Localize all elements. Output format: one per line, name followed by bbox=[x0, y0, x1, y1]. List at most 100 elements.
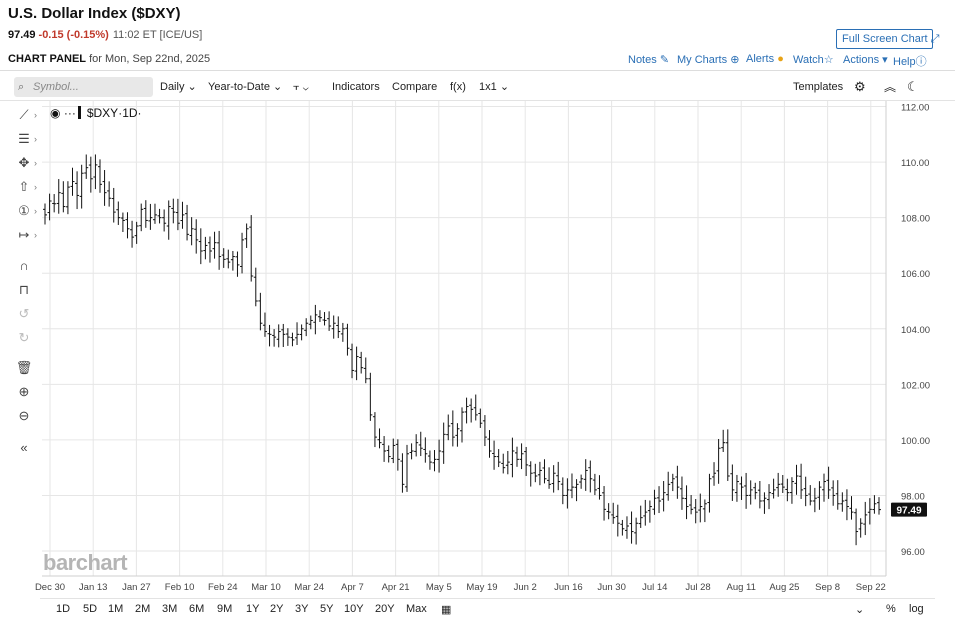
arrow-up-tool-icon[interactable]: ⇧ › bbox=[18, 179, 37, 194]
interval-select[interactable]: Daily ⌄ bbox=[160, 77, 197, 97]
settings-gear-icon[interactable]: ⚙ bbox=[854, 79, 866, 94]
range-button-2y[interactable]: 2Y bbox=[270, 603, 284, 615]
watch-link[interactable]: Watch☆ bbox=[793, 53, 834, 66]
full-screen-label: Full Screen Chart bbox=[842, 33, 928, 45]
ohlc-bar bbox=[317, 310, 322, 322]
collapse-up-icon[interactable]: ︽ bbox=[884, 80, 897, 94]
ohlc-bar bbox=[762, 492, 767, 514]
ohlc-bar bbox=[405, 444, 410, 492]
range-button-9m[interactable]: 9M bbox=[217, 603, 233, 615]
trash-icon[interactable]: 🗑 bbox=[15, 360, 33, 375]
ohlc-bar bbox=[377, 428, 382, 449]
notes-link[interactable]: Notes ✎ bbox=[628, 53, 669, 66]
collapse-left-icon[interactable]: « bbox=[20, 440, 28, 455]
chart-type-select[interactable]: ⫟ ⌄ bbox=[293, 77, 309, 97]
ohlc-bar bbox=[551, 465, 556, 493]
ohlc-bar bbox=[730, 464, 735, 501]
ohlc-bar bbox=[812, 487, 817, 513]
ohlc-bar bbox=[780, 474, 785, 494]
chart-panel-label: CHART PANEL for Mon, Sep 22nd, 2025 bbox=[8, 53, 210, 65]
eye-icon[interactable]: ◉ bbox=[50, 106, 61, 120]
measure-tool-icon[interactable]: ↦ › bbox=[18, 227, 37, 242]
ohlc-bar bbox=[43, 203, 47, 225]
range-button-6m[interactable]: 6M bbox=[189, 603, 205, 615]
layout-select[interactable]: 1x1 ⌄ bbox=[479, 77, 509, 97]
unlock-icon[interactable]: ⊓ bbox=[18, 282, 30, 297]
templates-button[interactable]: Templates bbox=[793, 81, 844, 93]
full-screen-chart-button[interactable]: Full Screen Chart ⤢ bbox=[836, 29, 939, 49]
range-button-5d[interactable]: 5D bbox=[83, 603, 98, 615]
range-button-3m[interactable]: 3M bbox=[162, 603, 178, 615]
ohlc-bar bbox=[638, 505, 643, 528]
ohlc-bar bbox=[175, 198, 180, 231]
ohlc-bar bbox=[79, 164, 84, 209]
ohlc-bar bbox=[725, 429, 730, 481]
annotation-tool-icon[interactable]: ① › bbox=[18, 203, 37, 218]
ohlc-bar bbox=[65, 181, 70, 215]
x-tick-label: Jan 27 bbox=[122, 582, 151, 593]
redo-icon[interactable]: ↻ bbox=[18, 330, 30, 345]
range-button-3y[interactable]: 3Y bbox=[295, 603, 309, 615]
ohlc-bar bbox=[748, 480, 753, 505]
ohlc-bar bbox=[657, 486, 662, 514]
ohlc-bar bbox=[473, 394, 478, 421]
range-button-1m[interactable]: 1M bbox=[108, 603, 124, 615]
help-link[interactable]: Helpⓘ bbox=[893, 53, 927, 69]
range-button-5y[interactable]: 5Y bbox=[320, 603, 334, 615]
ohlc-bar bbox=[107, 181, 112, 207]
ohlc-bar bbox=[844, 489, 849, 521]
dark-mode-moon-icon[interactable]: ☾ bbox=[907, 79, 919, 94]
zoom-out-icon[interactable]: ⊖ bbox=[18, 408, 30, 423]
ohlc-bar bbox=[189, 217, 194, 246]
range-button-1d[interactable]: 1D bbox=[56, 603, 71, 615]
symbol-search-input[interactable]: ⌕ Symbol... bbox=[14, 77, 153, 97]
x-tick-label: Mar 10 bbox=[251, 582, 281, 593]
zoom-in-icon[interactable]: ⊕ bbox=[18, 384, 30, 399]
range-button-1y[interactable]: 1Y bbox=[246, 603, 260, 615]
compare-button[interactable]: Compare bbox=[392, 81, 438, 93]
crosshair-tool-icon[interactable]: ✥ › bbox=[18, 155, 37, 170]
ohlc-bar bbox=[712, 462, 717, 486]
calendar-icon[interactable]: ▦ bbox=[441, 604, 452, 616]
indicators-button[interactable]: Indicators bbox=[332, 81, 380, 93]
my-charts-link[interactable]: My Charts ⊕ bbox=[677, 53, 739, 66]
actions-menu[interactable]: Actions ▾ bbox=[843, 53, 888, 66]
magnet-icon[interactable]: ∩ bbox=[19, 258, 29, 273]
range-button-2m[interactable]: 2M bbox=[135, 603, 151, 615]
ohlc-bar bbox=[226, 249, 231, 269]
range-button-10y[interactable]: 10Y bbox=[344, 603, 364, 615]
ohlc-bar bbox=[629, 511, 634, 544]
period-select[interactable]: Year-to-Date ⌄ bbox=[208, 77, 282, 97]
drawing-tools-sidebar: ⟋ › ☰ › ✥ › ⇧ › ① › ↦ › ∩ ⊓ ↺ ↻ 🗑 ⊕ ⊖ « bbox=[0, 101, 44, 571]
x-tick-label: Apr 21 bbox=[382, 582, 410, 593]
ohlc-bar bbox=[693, 498, 698, 524]
range-button-20y[interactable]: 20Y bbox=[375, 603, 395, 615]
range-button-max[interactable]: Max bbox=[406, 603, 427, 615]
ohlc-bar bbox=[322, 312, 327, 326]
actions-label: Actions bbox=[843, 54, 880, 66]
line-tool-icon[interactable]: ⟋ › bbox=[19, 107, 37, 122]
alerts-link[interactable]: Alerts ● bbox=[746, 53, 784, 65]
ohlc-bar bbox=[537, 461, 542, 486]
symbol-placeholder: Symbol... bbox=[33, 81, 79, 93]
ohlc-bar bbox=[125, 212, 130, 239]
undo-icon[interactable]: ↺ bbox=[18, 306, 30, 321]
ohlc-bar bbox=[276, 324, 281, 348]
period-label: Year-to-Date bbox=[208, 81, 270, 93]
fibonacci-tool-icon[interactable]: ☰ › bbox=[18, 131, 37, 146]
x-tick-label: Jan 13 bbox=[79, 582, 108, 593]
ohlc-bar bbox=[624, 516, 629, 539]
log-scale-toggle[interactable]: log bbox=[909, 603, 924, 615]
ohlc-bar bbox=[363, 357, 368, 384]
expression-button[interactable]: f(x) bbox=[450, 81, 466, 93]
ohlc-bar bbox=[496, 449, 501, 468]
ohlc-bar bbox=[139, 203, 144, 232]
more-icon[interactable]: ··· bbox=[63, 106, 76, 120]
ohlc-bar bbox=[240, 232, 245, 274]
percent-scale-toggle[interactable]: % bbox=[886, 603, 896, 615]
y-tick-label: 104.00 bbox=[901, 325, 930, 336]
ohlc-bar bbox=[519, 443, 524, 470]
scroll-end-icon[interactable]: ⌄ bbox=[855, 604, 865, 616]
panel-title: CHART PANEL bbox=[8, 53, 87, 65]
